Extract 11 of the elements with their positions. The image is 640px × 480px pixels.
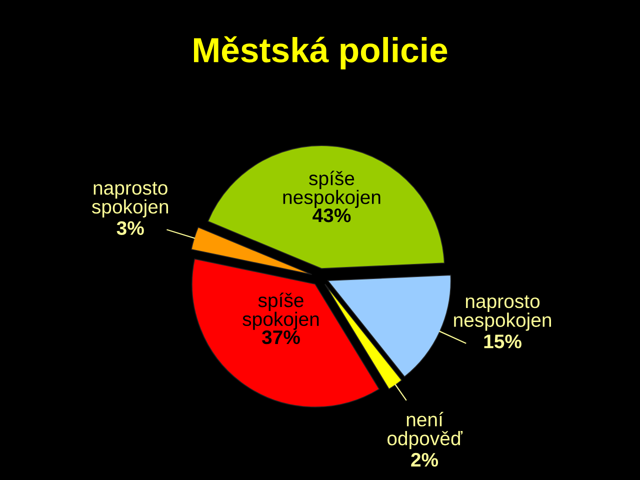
slice-label: naprosto spokojen [92, 182, 168, 218]
slice-label: naprosto nespokojen [454, 295, 551, 331]
chart-title: Městská policie [194, 36, 448, 70]
slice-label: spíše nespokojen [283, 170, 380, 208]
data-label: 43% [312, 208, 351, 222]
data-label: 15% [484, 334, 522, 348]
slice-label: není odpověď [387, 412, 463, 450]
data-label: 2% [411, 452, 438, 467]
slice-label: spíše spokojen [242, 292, 319, 330]
data-label: 3% [116, 221, 144, 236]
data-label: 37% [262, 330, 300, 344]
